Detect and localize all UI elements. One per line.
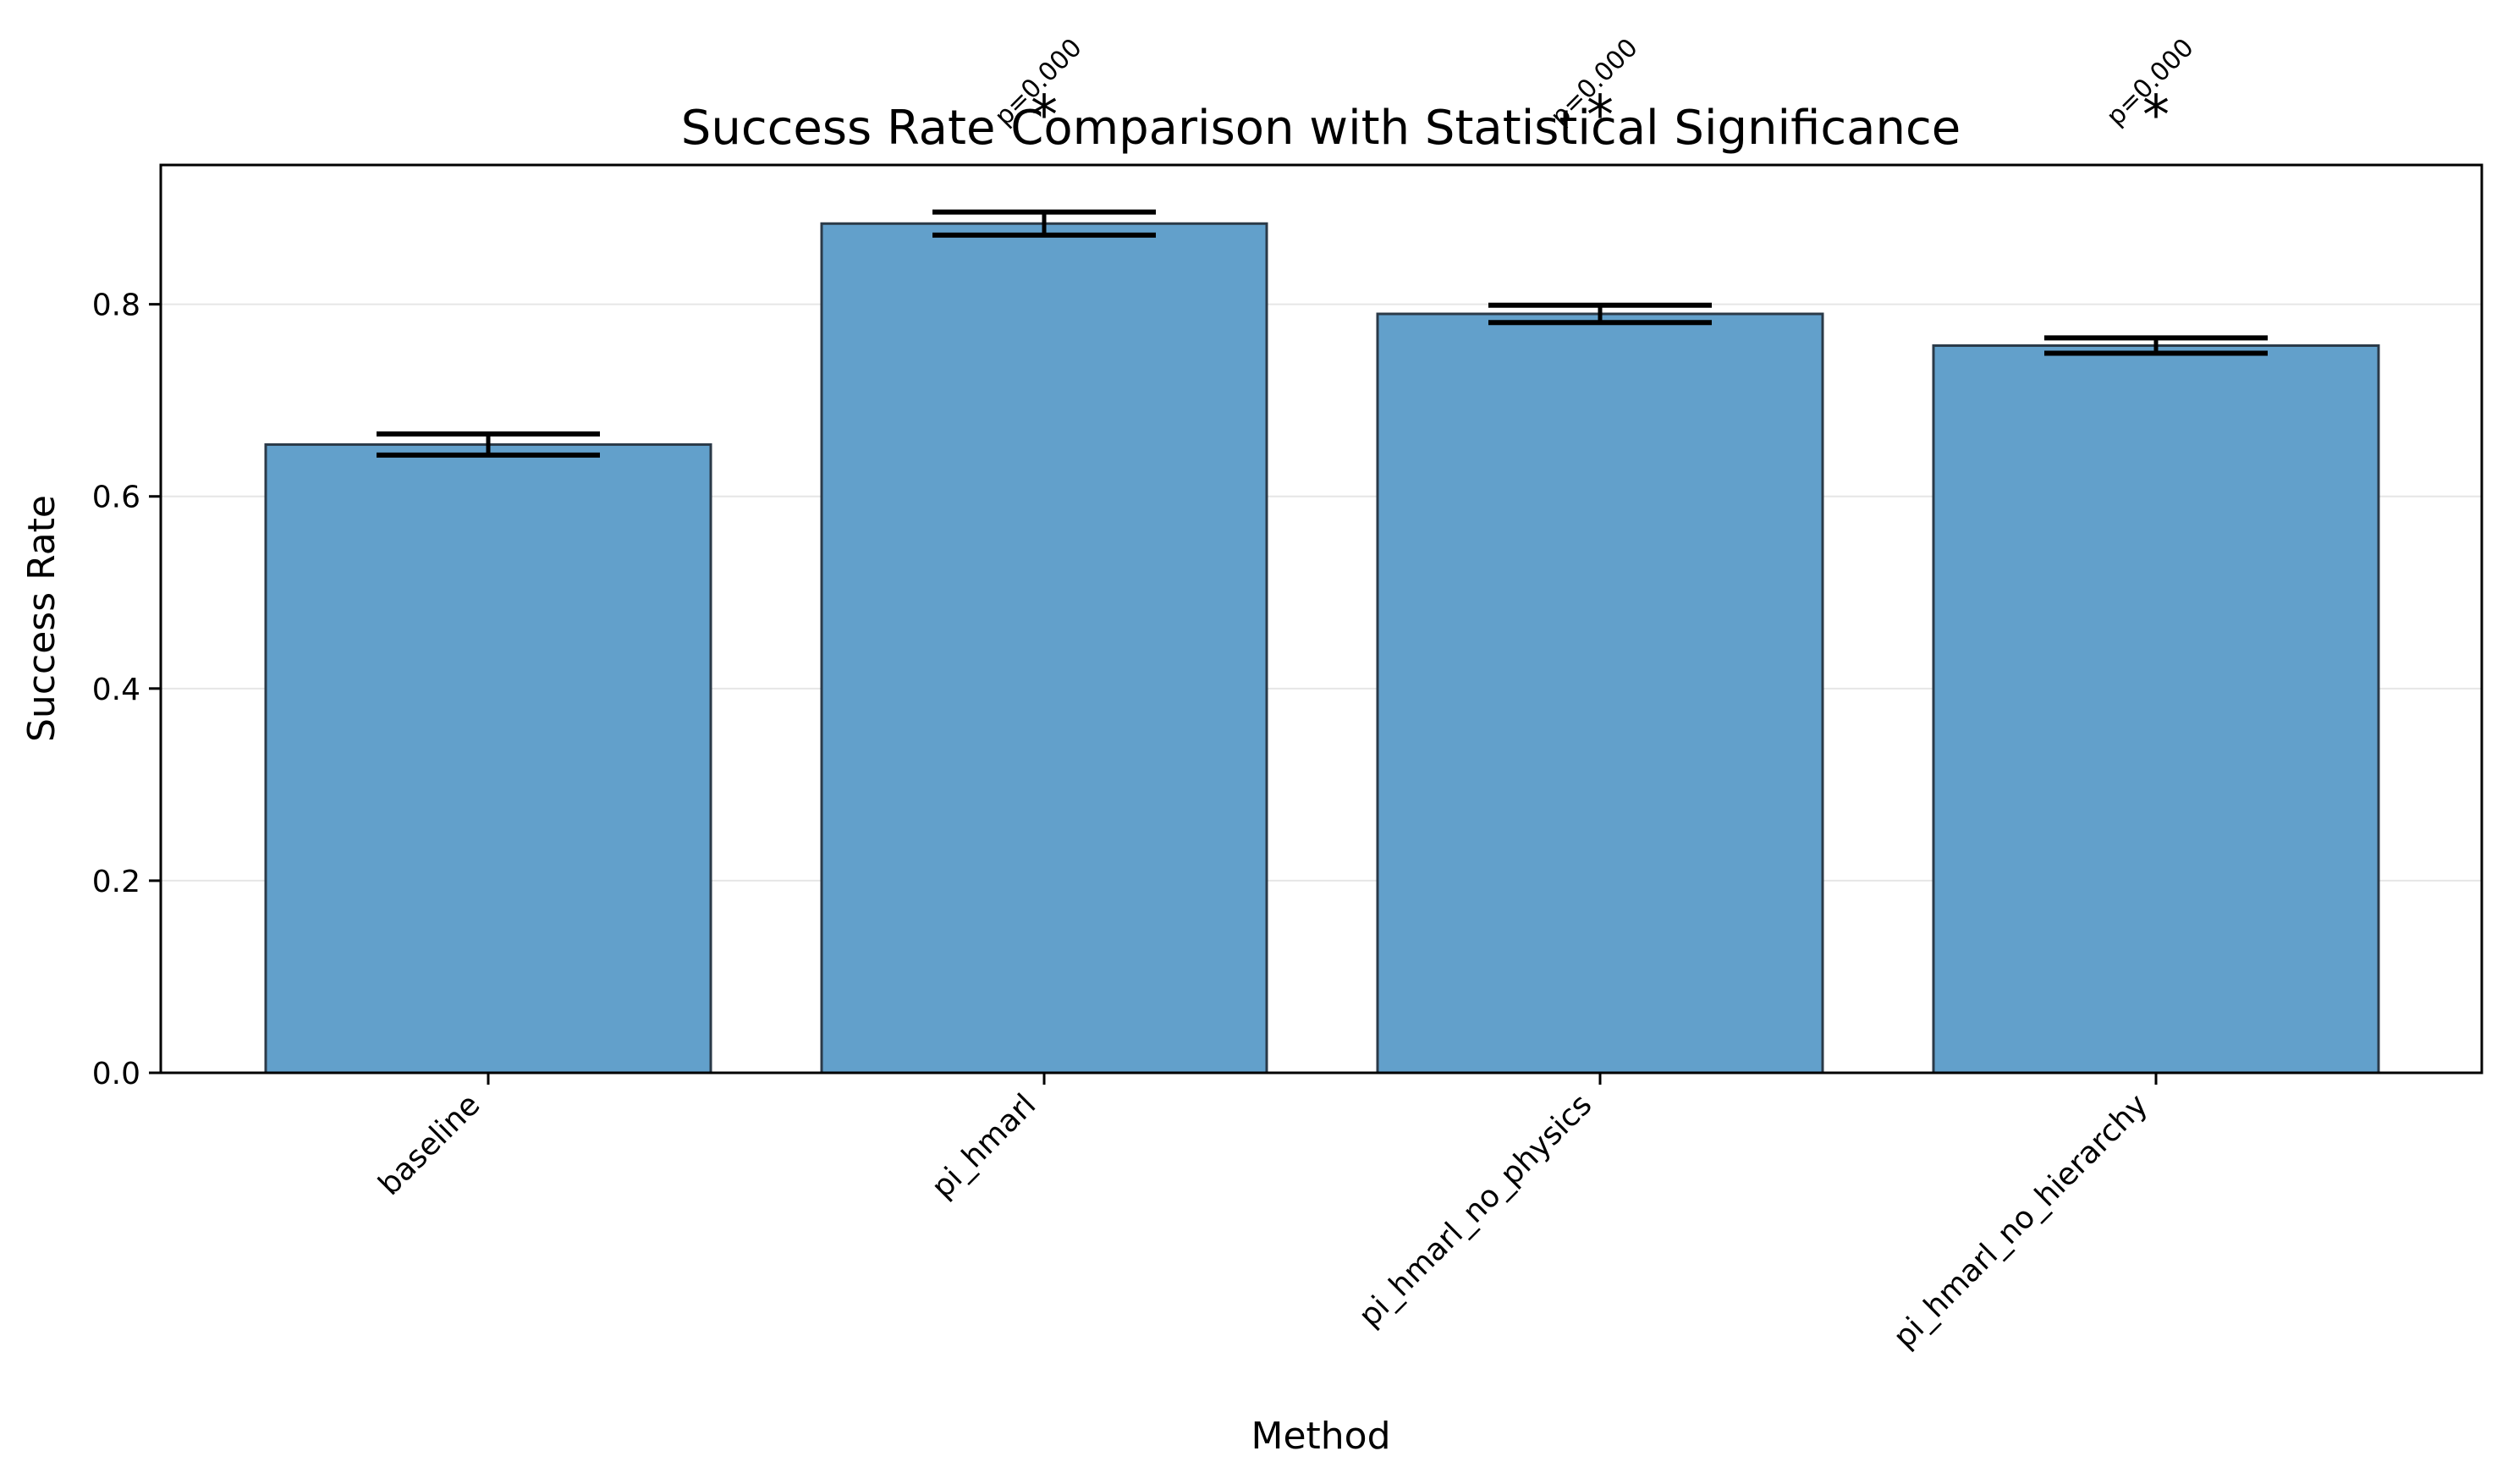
bars-layer [264, 222, 2380, 1075]
significance-star: * [2142, 85, 2170, 147]
y-axis-label: Success Rate [20, 495, 63, 742]
y-axis-ticks: 0.0 0.2 0.4 0.6 0.8 [92, 289, 161, 1091]
bar-pi_hmarl_no_hierarchy [1932, 344, 2380, 1075]
plot-frame [159, 163, 2483, 1075]
bar-pi_hmarl [820, 222, 1268, 1075]
x-tick-label: pi_hmarl_no_physics [1352, 1087, 1598, 1333]
significance-star: * [1587, 85, 1614, 147]
bar-baseline [264, 442, 712, 1075]
x-axis-ticks: baseline pi_hmarl pi_hmarl_no_physics pi_hm… [372, 1073, 2158, 1355]
significance-star: * [1031, 85, 1058, 147]
y-tick-label: 0.2 [92, 865, 140, 899]
x-tick-label: pi_hmarl_no_hierarchy [1887, 1087, 2154, 1355]
error-bars [377, 209, 2268, 458]
x-tick-label: baseline [372, 1087, 487, 1202]
chart-title: Success Rate Comparison with Statistical… [681, 101, 1961, 156]
y-tick-label: 0.8 [92, 289, 140, 323]
x-axis-label: Method [1251, 1415, 1390, 1458]
y-tick-label: 0.6 [92, 481, 140, 515]
y-tick-label: 0.0 [92, 1057, 140, 1091]
bar-pi_hmarl_no_physics [1376, 312, 1824, 1075]
y-tick-label: 0.4 [92, 673, 140, 707]
x-tick-label: pi_hmarl [925, 1087, 1042, 1205]
